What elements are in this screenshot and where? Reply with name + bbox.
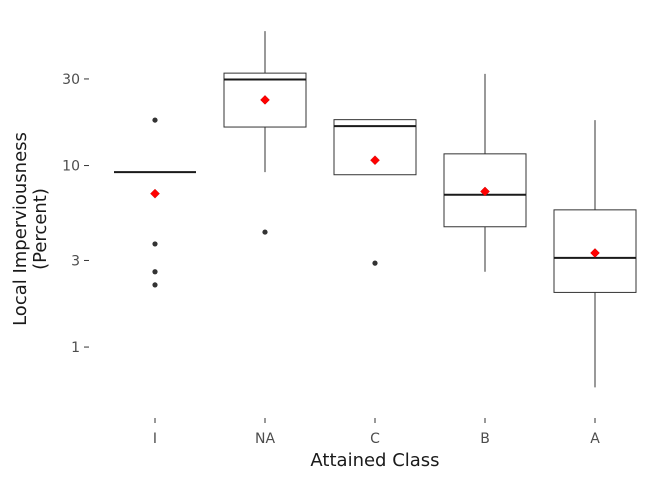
x-tick-label-B: B (480, 431, 490, 447)
x-axis-title: Attained Class (310, 450, 439, 471)
plot-area (114, 31, 637, 388)
x-tick-label-A: A (590, 431, 600, 447)
y-tick-label-10: 10 (62, 159, 80, 175)
mean-marker-A (590, 248, 600, 258)
mean-marker-I (150, 188, 160, 199)
y-axis: 1 3 10 30 (62, 72, 89, 356)
outlier-point-I-3 (152, 282, 158, 288)
y-tick-label-30: 30 (62, 72, 80, 88)
box-C (333, 119, 417, 176)
y-tick-label-1: 1 (71, 340, 80, 356)
outlier-point-I-2 (152, 269, 158, 275)
y-axis-title-line-1: Local Imperviousness (10, 132, 31, 326)
outlier-point-C-0 (372, 260, 378, 266)
x-tick-label-I: I (153, 431, 157, 447)
x-axis: I NA C B A (153, 418, 600, 447)
outlier-point-NA-0 (262, 229, 268, 235)
box-group-NA (223, 31, 307, 235)
y-tick-label-3: 3 (71, 253, 80, 269)
box-group-C (333, 119, 417, 266)
x-tick-label-NA: NA (255, 431, 275, 447)
x-tick-label-C: C (370, 431, 380, 447)
mean-marker-B (480, 186, 490, 197)
outlier-point-I-1 (152, 241, 158, 247)
box-group-A (553, 120, 637, 388)
y-axis-title-line-2: (Percent) (30, 188, 51, 270)
mean-marker-C (370, 155, 380, 166)
outlier-point-I-0 (152, 117, 158, 123)
mean-marker-NA (260, 95, 270, 105)
box-group-B (443, 73, 527, 272)
box-group-I (114, 117, 196, 288)
